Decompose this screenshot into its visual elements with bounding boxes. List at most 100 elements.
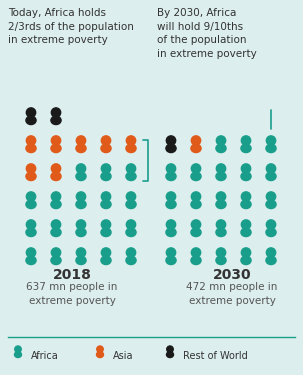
Text: 2030: 2030	[213, 268, 251, 282]
Ellipse shape	[166, 172, 176, 181]
Ellipse shape	[101, 144, 111, 153]
Ellipse shape	[191, 228, 201, 237]
Text: Asia: Asia	[113, 351, 134, 361]
Ellipse shape	[51, 116, 61, 124]
Circle shape	[216, 136, 226, 145]
Circle shape	[191, 248, 201, 257]
Ellipse shape	[166, 144, 176, 153]
Circle shape	[101, 164, 111, 173]
Ellipse shape	[26, 144, 36, 153]
Ellipse shape	[241, 228, 251, 237]
Circle shape	[241, 248, 251, 257]
Circle shape	[76, 220, 86, 229]
Ellipse shape	[101, 172, 111, 181]
Ellipse shape	[26, 256, 36, 265]
Ellipse shape	[266, 144, 276, 153]
Ellipse shape	[266, 228, 276, 237]
Ellipse shape	[101, 256, 111, 265]
Circle shape	[216, 220, 226, 229]
Circle shape	[76, 164, 86, 173]
Circle shape	[97, 346, 103, 352]
Circle shape	[51, 220, 61, 229]
Ellipse shape	[76, 200, 86, 208]
Ellipse shape	[26, 228, 36, 237]
Text: Africa: Africa	[31, 351, 59, 361]
Ellipse shape	[126, 256, 136, 265]
Ellipse shape	[101, 200, 111, 208]
Circle shape	[266, 136, 276, 145]
Ellipse shape	[101, 228, 111, 237]
Circle shape	[51, 248, 61, 257]
Ellipse shape	[51, 144, 61, 153]
Ellipse shape	[51, 228, 61, 237]
Circle shape	[266, 192, 276, 201]
Circle shape	[216, 192, 226, 201]
Ellipse shape	[166, 256, 176, 265]
Circle shape	[26, 108, 36, 117]
Circle shape	[76, 248, 86, 257]
Ellipse shape	[191, 200, 201, 208]
Circle shape	[101, 192, 111, 201]
Ellipse shape	[266, 200, 276, 208]
Ellipse shape	[76, 144, 86, 153]
Circle shape	[76, 136, 86, 145]
Text: Rest of World: Rest of World	[183, 351, 248, 361]
Ellipse shape	[126, 172, 136, 181]
Circle shape	[216, 248, 226, 257]
Circle shape	[26, 248, 36, 257]
Circle shape	[76, 192, 86, 201]
Circle shape	[266, 248, 276, 257]
Circle shape	[191, 192, 201, 201]
Ellipse shape	[126, 228, 136, 237]
Circle shape	[166, 136, 176, 145]
Ellipse shape	[191, 172, 201, 181]
Ellipse shape	[241, 144, 251, 153]
Circle shape	[241, 220, 251, 229]
Text: Today, Africa holds
2/3rds of the population
in extreme poverty: Today, Africa holds 2/3rds of the popula…	[8, 8, 134, 45]
Ellipse shape	[96, 352, 104, 357]
Circle shape	[167, 346, 173, 352]
Circle shape	[26, 192, 36, 201]
Ellipse shape	[191, 256, 201, 265]
Ellipse shape	[26, 116, 36, 124]
Ellipse shape	[216, 144, 226, 153]
Ellipse shape	[26, 172, 36, 181]
Text: 472 mn people in
extreme poverty: 472 mn people in extreme poverty	[186, 282, 278, 306]
Ellipse shape	[26, 200, 36, 208]
Ellipse shape	[241, 200, 251, 208]
Circle shape	[166, 164, 176, 173]
Circle shape	[26, 220, 36, 229]
Circle shape	[241, 136, 251, 145]
Circle shape	[191, 164, 201, 173]
Circle shape	[126, 136, 136, 145]
Ellipse shape	[216, 228, 226, 237]
Ellipse shape	[166, 200, 176, 208]
Ellipse shape	[51, 172, 61, 181]
Circle shape	[191, 136, 201, 145]
Ellipse shape	[266, 172, 276, 181]
Circle shape	[26, 164, 36, 173]
Ellipse shape	[216, 256, 226, 265]
Circle shape	[266, 220, 276, 229]
Ellipse shape	[51, 200, 61, 208]
Text: 637 mn people in
extreme poverty: 637 mn people in extreme poverty	[26, 282, 118, 306]
Ellipse shape	[76, 172, 86, 181]
Circle shape	[101, 136, 111, 145]
Ellipse shape	[15, 352, 22, 357]
Circle shape	[126, 220, 136, 229]
Ellipse shape	[241, 256, 251, 265]
Circle shape	[241, 164, 251, 173]
Circle shape	[126, 192, 136, 201]
Text: 2018: 2018	[52, 268, 92, 282]
Ellipse shape	[241, 172, 251, 181]
Ellipse shape	[266, 256, 276, 265]
Circle shape	[166, 248, 176, 257]
Ellipse shape	[166, 352, 174, 357]
Circle shape	[166, 220, 176, 229]
Circle shape	[126, 164, 136, 173]
Ellipse shape	[216, 172, 226, 181]
Ellipse shape	[166, 228, 176, 237]
Circle shape	[26, 136, 36, 145]
Ellipse shape	[216, 200, 226, 208]
Circle shape	[166, 192, 176, 201]
